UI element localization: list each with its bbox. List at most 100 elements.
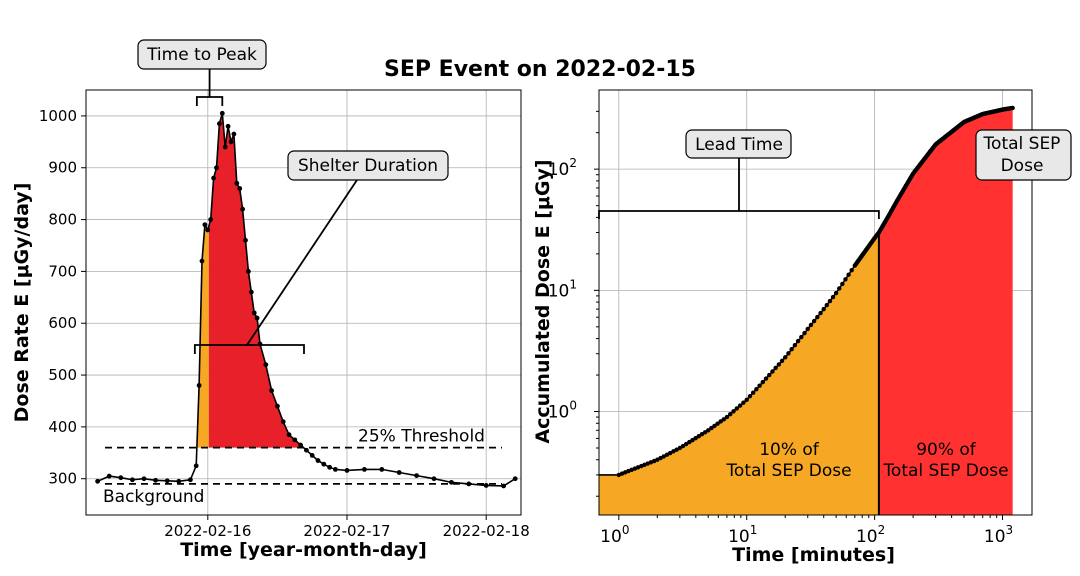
accumulated-dose-point <box>833 290 839 296</box>
right-x-tick-label: 100 <box>600 523 629 547</box>
accumulated-dose-point <box>808 322 814 328</box>
accumulated-dose-point <box>757 383 762 388</box>
shelter-duration-annotation: Shelter Duration <box>193 150 449 354</box>
accumulated-dose-point <box>767 372 772 378</box>
accumulated-dose-point <box>1010 105 1015 111</box>
right-y-tick-label: 101 <box>548 277 577 301</box>
left-x-tick-label: 2022-02-18 <box>443 522 530 540</box>
right-x-tick-label: 101 <box>728 523 757 547</box>
time-to-peak-box <box>137 39 267 70</box>
accumulated-dose-series <box>599 105 1015 478</box>
dose-rate-point <box>202 222 208 228</box>
right-y-tick-label: 102 <box>548 156 577 180</box>
dose-rate-point <box>199 258 205 264</box>
accumulated-dose-point <box>815 314 820 320</box>
dose-rate-point <box>298 442 303 448</box>
total-sep-dose-label-line2: Dose <box>1001 156 1044 176</box>
accumulated-dose-point <box>773 365 778 371</box>
dose-rate-point <box>118 475 124 481</box>
dose-rate-point <box>254 315 260 321</box>
dose-rate-point <box>231 131 237 137</box>
accumulated-dose-point <box>763 376 769 381</box>
accumulated-dose-point <box>750 390 756 395</box>
dose-rate-point <box>225 123 231 129</box>
dose-rate-point <box>243 237 248 243</box>
accumulated-dose-point <box>744 397 749 402</box>
right-ticks: 100 101 102 103 100 101 102 <box>548 110 1013 547</box>
lead-time-annotation: Lead Time <box>598 129 880 219</box>
dose-rate-point <box>414 473 419 479</box>
dose-rate-point <box>304 447 309 453</box>
accumulated-dose-point <box>699 432 705 437</box>
left-plot-frame <box>85 89 522 516</box>
background-label: Background <box>103 487 204 507</box>
dose-rate-point <box>240 206 246 212</box>
dose-rate-point <box>95 478 100 484</box>
time-to-peak-annotation: Time to Peak <box>137 39 267 106</box>
left-y-tick-label: 800 <box>48 211 77 229</box>
accumulated-dose-point <box>718 419 723 424</box>
accumulated-dose-point <box>677 445 683 451</box>
dose-rate-point <box>501 483 506 489</box>
dose-rate-point <box>309 452 315 458</box>
dose-rate-point <box>327 464 332 470</box>
dose-rate-point <box>205 227 211 233</box>
accumulated-dose-point <box>741 400 746 405</box>
accumulated-dose-point <box>824 302 830 308</box>
ninety-percent-label-line2: Total SEP Dose <box>882 461 1008 481</box>
accumulated-dose-point <box>811 318 817 324</box>
lead-time-fill <box>196 224 209 448</box>
dose-rate-point <box>263 362 269 368</box>
dose-rate-point <box>275 403 280 409</box>
dose-rate-point <box>362 466 367 472</box>
ten-percent-label-line2: Total SEP Dose <box>725 461 851 481</box>
accumulated-dose-point <box>706 428 711 433</box>
accumulated-dose-point <box>734 406 740 411</box>
total-sep-dose-box <box>975 129 1072 181</box>
dose-rate-point <box>449 479 454 485</box>
accumulated-dose-point <box>789 347 794 352</box>
accumulated-dose-point <box>818 310 823 316</box>
accumulated-dose-point <box>690 437 695 443</box>
accumulated-dose-point <box>754 386 759 392</box>
accumulated-dose-point <box>837 286 842 291</box>
accumulated-dose-point <box>802 330 807 336</box>
accumulated-dose-point <box>728 411 733 417</box>
accumulated-dose-point <box>721 417 726 422</box>
total-sep-dose-label-line1: Total SEP <box>983 134 1061 154</box>
left-y-tick-label: 600 <box>48 314 77 332</box>
figure-title: SEP Event on 2022-02-15 <box>384 57 696 82</box>
dose-rate-point <box>196 383 202 388</box>
dose-rate-point <box>222 144 228 150</box>
right-y-tick-label: 100 <box>548 399 577 423</box>
right-y-axis-label: Accumulated Dose E [μGy] <box>532 159 554 443</box>
ninety-percent-label-line1: 90% of <box>916 440 977 460</box>
dose-rate-point <box>379 466 385 472</box>
time-to-peak-label: Time to Peak <box>146 45 257 65</box>
left-x-tick-label: 2022-02-16 <box>164 522 251 540</box>
accumulated-dose-point <box>827 298 833 304</box>
accumulated-dose-point <box>805 326 810 332</box>
shelter-duration-bracket <box>193 179 358 354</box>
dose-rate-point <box>214 165 219 171</box>
accumulated-dose-chart: 100 101 102 103 100 101 102 Time [minutes] Acc… <box>532 89 1072 566</box>
accumulated-dose-point <box>776 362 782 367</box>
accumulated-dose-point <box>731 409 736 414</box>
ninety-percent-fill <box>878 107 1013 516</box>
lead-time-box <box>685 129 792 159</box>
dose-rate-point <box>237 186 243 191</box>
dose-rate-point <box>512 476 518 482</box>
accumulated-dose-point <box>724 414 730 420</box>
right-x-tick-label: 103 <box>984 523 1013 547</box>
accumulated-dose-point <box>693 435 698 441</box>
accumulated-dose-point <box>770 369 775 374</box>
accumulated-dose-point <box>760 379 766 385</box>
lead-time-bracket <box>598 158 880 219</box>
dose-rate-point <box>321 461 327 467</box>
dose-rate-point <box>315 458 321 463</box>
dose-rate-point <box>188 477 193 483</box>
shelter-duration-label: Shelter Duration <box>298 156 438 176</box>
dose-rate-point <box>219 110 225 116</box>
accumulated-dose-point <box>840 281 845 287</box>
